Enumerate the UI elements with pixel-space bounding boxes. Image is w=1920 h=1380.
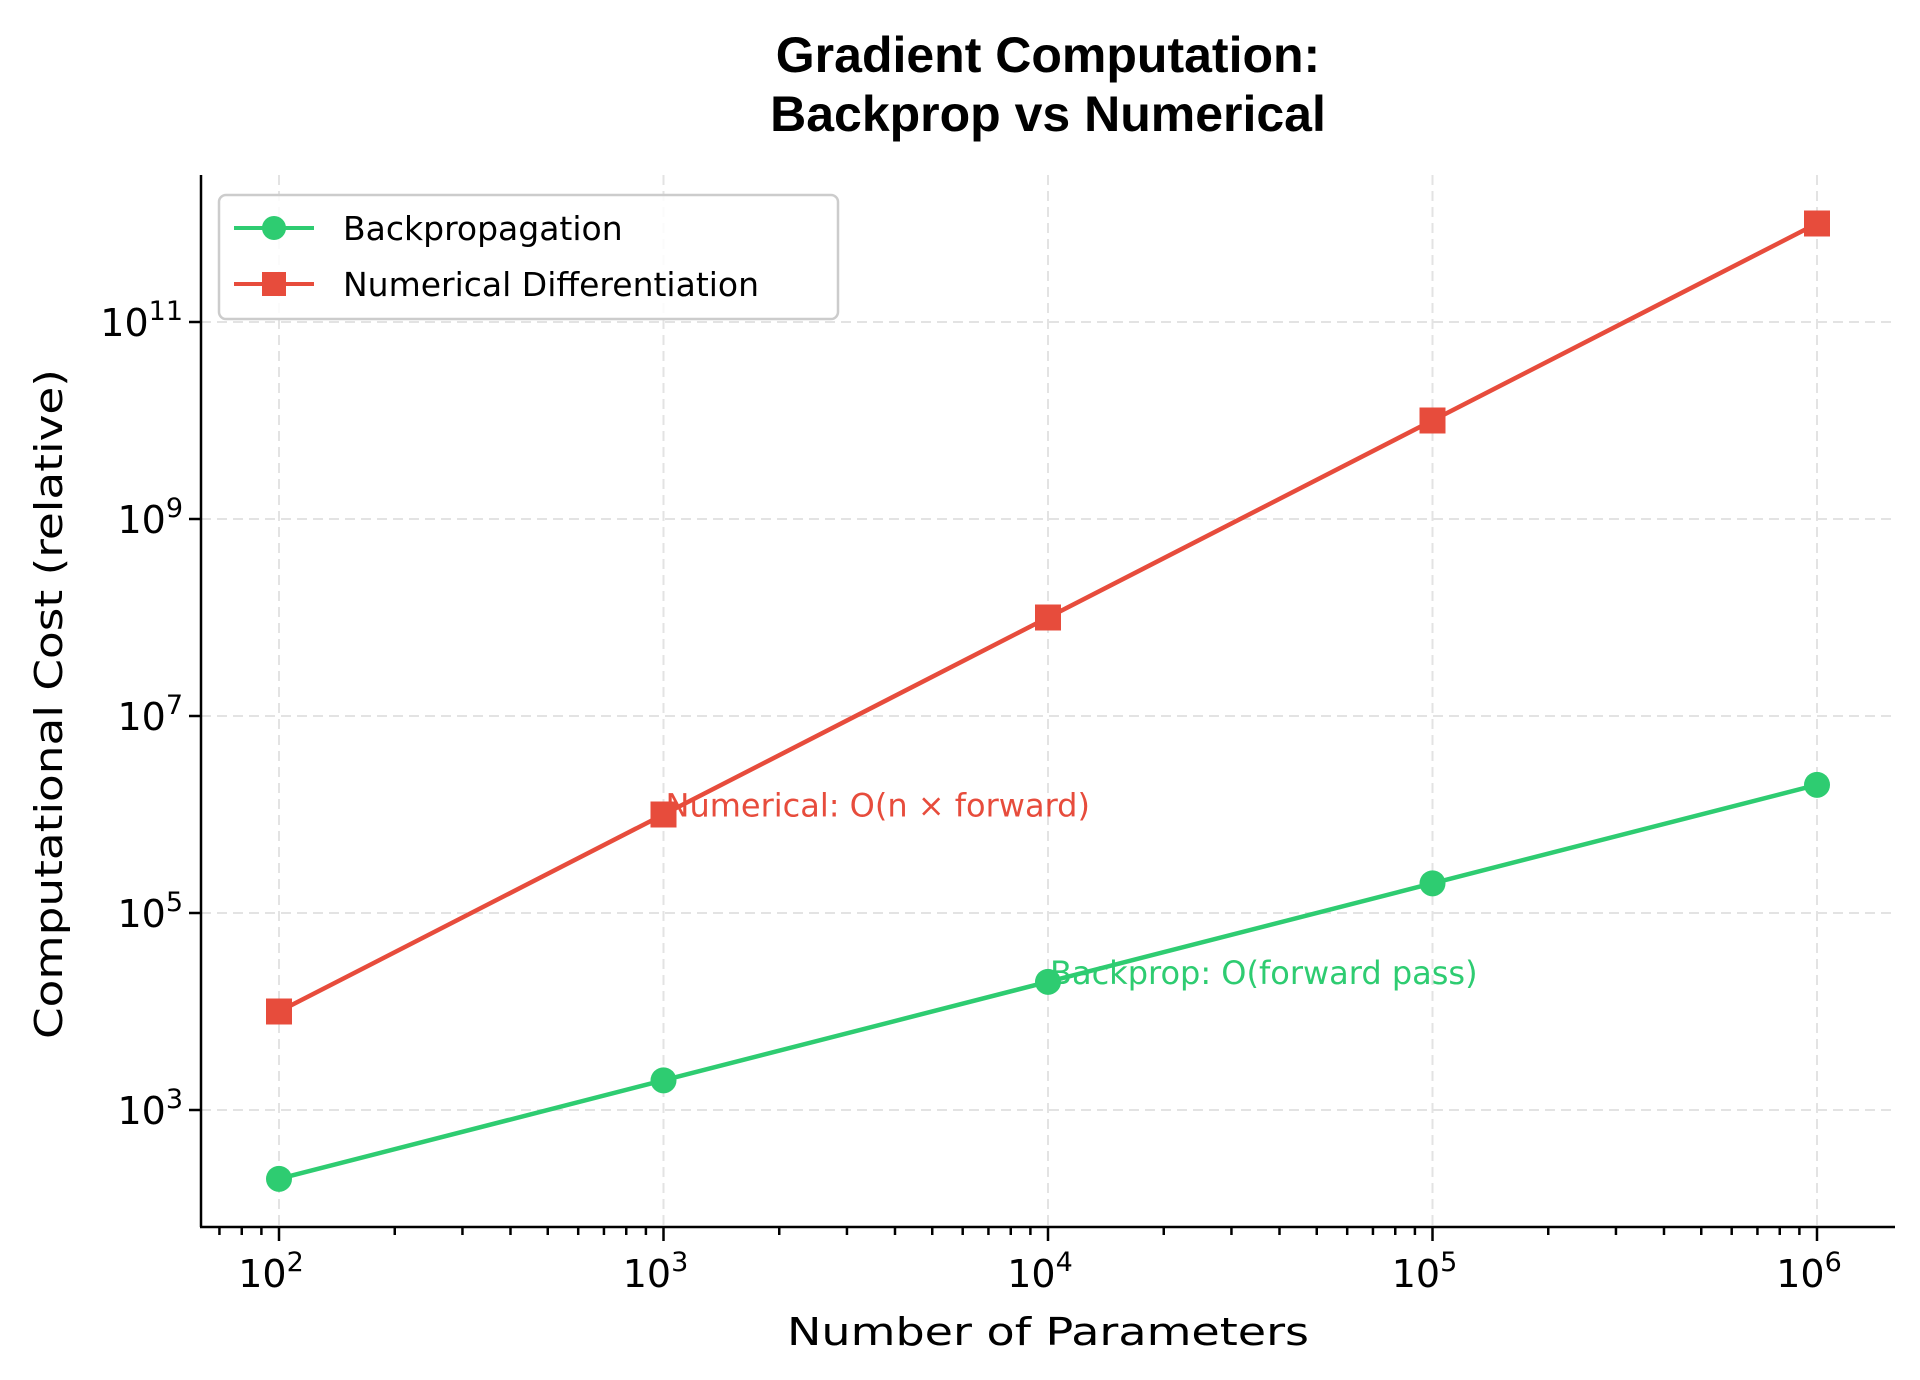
data-point-circle xyxy=(650,1067,677,1094)
data-point-circle xyxy=(1804,771,1830,798)
x-tick-label: 102 xyxy=(238,1247,304,1296)
series-layer xyxy=(266,210,1830,1192)
square-marker-icon xyxy=(262,272,286,296)
x-axis-label: Number of Parameters xyxy=(787,1310,1309,1354)
series-numerical-differentiation xyxy=(266,210,1830,1025)
data-point-square xyxy=(650,801,677,828)
tick-layer: 103 105 107 109 1011 102 103 104 105 106 xyxy=(100,296,1841,1296)
series-backpropagation xyxy=(266,771,1830,1192)
y-tick-label: 1011 xyxy=(100,296,183,345)
legend-label-numerical-differentiation: Numerical Differentiation xyxy=(343,265,759,304)
x-tick-label: 106 xyxy=(1776,1247,1842,1296)
legend: Backpropagation Numerical Differentiatio… xyxy=(217,193,840,321)
chart-title-line-1: Gradient Computation: xyxy=(776,27,1320,83)
y-tick-label: 109 xyxy=(117,493,183,542)
annotation-layer: Numerical: O(n × forward) Backprop: O(for… xyxy=(666,787,1478,992)
legend-box xyxy=(217,193,840,321)
chart-title-line-2: Backprop vs Numerical xyxy=(770,86,1326,142)
legend-label-backpropagation: Backpropagation xyxy=(343,209,623,248)
y-tick-label: 103 xyxy=(117,1084,183,1133)
annotation-text: Numerical: O(n × forward) xyxy=(666,787,1090,825)
y-tick-label: 105 xyxy=(117,887,183,936)
legend-item-numerical-differentiation: Numerical Differentiation xyxy=(234,265,759,304)
grid-lines xyxy=(201,175,1895,1227)
data-point-square xyxy=(1035,604,1061,631)
data-point-circle xyxy=(266,1165,292,1192)
data-point-circle xyxy=(1419,870,1446,897)
data-point-square xyxy=(1419,407,1446,434)
y-axis-label: Computational Cost (relative) xyxy=(27,369,71,1039)
data-point-circle xyxy=(1035,968,1061,995)
y-tick-label: 107 xyxy=(117,690,183,739)
x-tick-label: 103 xyxy=(623,1247,689,1296)
legend-item-backpropagation: Backpropagation xyxy=(234,209,623,248)
annotation-text: Backprop: O(forward pass) xyxy=(1050,954,1478,992)
x-tick-label: 104 xyxy=(1007,1247,1073,1296)
data-point-square xyxy=(266,998,292,1025)
circle-marker-icon xyxy=(262,216,286,240)
data-point-square xyxy=(1804,210,1830,237)
x-tick-label: 105 xyxy=(1392,1247,1458,1296)
